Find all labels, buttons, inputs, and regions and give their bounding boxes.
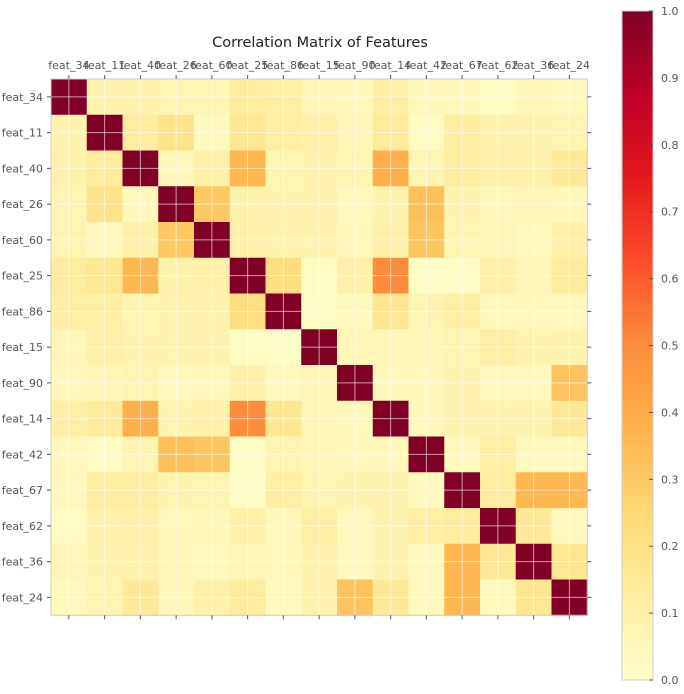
x-tick-label: feat_90 [334, 59, 375, 72]
heatmap-grid [51, 79, 588, 616]
colorbar-tick-label: 0.9 [661, 72, 679, 85]
x-axis-ticks: feat_34feat_11feat_40feat_26feat_60feat_… [48, 59, 590, 620]
colorbar-ticks: 0.0 0.1 0.2 0.3 0.4 0.5 0.6 0.7 0.8 0.9 1.0 [649, 5, 679, 687]
y-tick-label: feat_67 [2, 484, 43, 497]
colorbar-tick-label: 0.2 [661, 540, 679, 553]
x-tick-label: feat_62 [477, 59, 518, 72]
y-tick-label: feat_26 [2, 198, 43, 211]
x-tick-label: feat_24 [549, 59, 590, 72]
y-tick-label: feat_40 [2, 162, 43, 175]
colorbar-tick-label: 0.8 [661, 139, 679, 152]
y-tick-label: feat_24 [2, 591, 43, 604]
x-tick-label: feat_11 [84, 59, 125, 72]
x-tick-label: feat_25 [227, 59, 268, 72]
y-tick-label: feat_14 [2, 413, 43, 426]
x-tick-label: feat_15 [299, 59, 340, 72]
x-tick-label: feat_60 [191, 59, 232, 72]
colorbar-tick-label: 0.7 [661, 206, 679, 219]
y-tick-label: feat_34 [2, 91, 43, 104]
y-tick-label: feat_42 [2, 448, 43, 461]
x-tick-label: feat_40 [120, 59, 161, 72]
y-tick-label: feat_15 [2, 341, 43, 354]
colorbar-tick-label: 0.4 [661, 406, 679, 419]
x-tick-label: feat_36 [513, 59, 554, 72]
chart-title: Correlation Matrix of Features [212, 35, 428, 51]
x-tick-label: feat_67 [442, 59, 483, 72]
colorbar-tick-label: 0.6 [661, 273, 679, 286]
y-tick-label: feat_36 [2, 556, 43, 569]
colorbar-tick-label: 0.0 [661, 674, 679, 687]
y-tick-label: feat_86 [2, 305, 43, 318]
y-tick-label: feat_90 [2, 377, 43, 390]
x-tick-label: feat_86 [263, 59, 304, 72]
x-tick-label: feat_14 [370, 59, 411, 72]
y-axis-ticks: feat_34 feat_11 feat_40 feat_26 feat_60 feat_… [2, 91, 592, 604]
colorbar-tick-label: 1.0 [661, 5, 679, 18]
colorbar-tick-label: 0.5 [661, 340, 679, 353]
colorbar-tick-label: 0.1 [661, 607, 679, 620]
x-tick-label: feat_26 [156, 59, 197, 72]
x-tick-label: feat_34 [48, 59, 89, 72]
colorbar [621, 10, 654, 681]
y-tick-label: feat_62 [2, 520, 43, 533]
y-tick-label: feat_11 [2, 127, 43, 140]
y-tick-label: feat_60 [2, 234, 43, 247]
y-tick-label: feat_25 [2, 270, 43, 283]
x-tick-label: feat_42 [406, 59, 447, 72]
colorbar-tick-label: 0.3 [661, 473, 679, 486]
